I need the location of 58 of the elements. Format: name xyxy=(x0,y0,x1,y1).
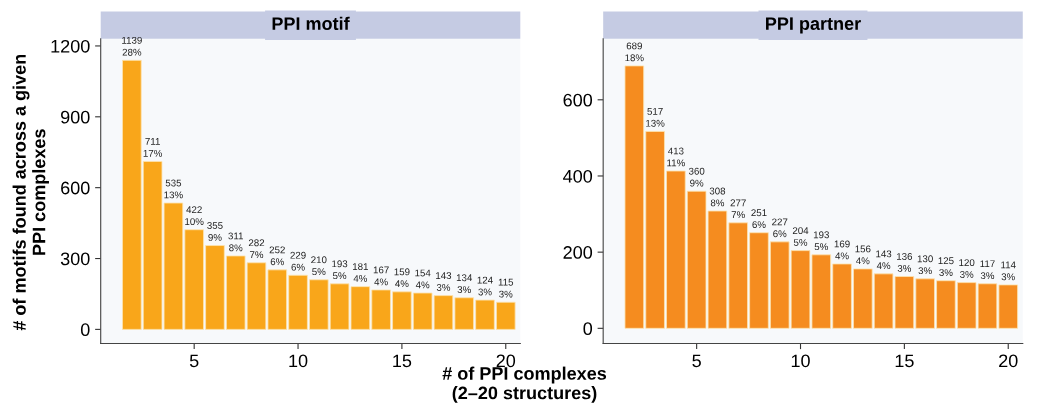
y-tick-label: 600 xyxy=(61,181,90,195)
y-tick-label: 200 xyxy=(563,246,593,259)
x-tick-label: 20 xyxy=(496,354,516,368)
x-tick-label: 5 xyxy=(692,354,701,368)
y-tick-label: 600 xyxy=(563,93,593,107)
data-label: 154 4% xyxy=(415,269,431,289)
y-tick-label: 0 xyxy=(80,323,90,337)
y-tick-label: 300 xyxy=(60,252,90,266)
data-label: 193 5% xyxy=(332,260,348,280)
data-label: 311 8% xyxy=(228,232,243,252)
x-tick-label: 15 xyxy=(895,354,914,368)
data-label: 360 9% xyxy=(688,167,705,187)
y-tick-label: 1200 xyxy=(51,39,90,53)
data-label: 134 3% xyxy=(456,274,473,294)
data-label: 193 5% xyxy=(813,231,829,251)
data-label: 169 4% xyxy=(834,240,850,260)
chart-title: PPI partner xyxy=(766,17,861,34)
x-tick-label: 10 xyxy=(791,354,810,368)
data-label: 125 3% xyxy=(938,257,954,277)
data-label: 517 13% xyxy=(646,108,665,127)
x-tick-label: 15 xyxy=(393,354,412,368)
data-label: 711 17% xyxy=(143,138,163,157)
data-label: 229 6% xyxy=(290,251,306,271)
data-label: 204 5% xyxy=(792,227,809,246)
x-tick-label: 20 xyxy=(999,354,1018,368)
data-label: 535 13% xyxy=(164,179,183,199)
chart-title: PPI motif xyxy=(272,16,350,30)
data-label: 167 4% xyxy=(373,266,389,286)
data-label: 355 9% xyxy=(207,222,223,241)
data-label: 210 5% xyxy=(311,256,327,276)
y-axis-title: # of motifs found across a given PPI complexes xyxy=(12,54,49,331)
data-label: 156 4% xyxy=(855,245,871,265)
data-label: 689 18% xyxy=(625,42,644,62)
data-label: 251 6% xyxy=(751,209,767,229)
data-label: 252 6% xyxy=(269,246,285,266)
data-label: 143 4% xyxy=(876,250,892,270)
data-label: 422 10% xyxy=(185,206,204,226)
data-label: 115 3% xyxy=(498,278,514,298)
data-label: 227 6% xyxy=(772,218,788,238)
data-label: 143 3% xyxy=(436,272,452,291)
x-tick-label: 10 xyxy=(289,354,308,368)
y-tick-label: 900 xyxy=(61,110,90,124)
data-label: 159 4% xyxy=(394,268,410,288)
data-label: 308 8% xyxy=(709,187,726,207)
data-label: 117 3% xyxy=(980,260,995,280)
data-label: 130 3% xyxy=(917,255,933,275)
data-label: 413 11% xyxy=(667,147,685,167)
y-tick-label: 400 xyxy=(563,169,593,183)
x-tick-label: 5 xyxy=(189,354,199,368)
y-tick-label: 0 xyxy=(583,322,593,336)
data-label: 1139 28% xyxy=(122,36,142,56)
data-label: 282 7% xyxy=(248,239,265,259)
data-label: 114 3% xyxy=(1001,261,1016,281)
data-label: 124 3% xyxy=(477,276,493,296)
data-label: 120 3% xyxy=(959,259,975,278)
data-label: 277 7% xyxy=(730,199,746,219)
data-label: 136 3% xyxy=(897,253,913,272)
data-label: 181 4% xyxy=(352,263,368,282)
